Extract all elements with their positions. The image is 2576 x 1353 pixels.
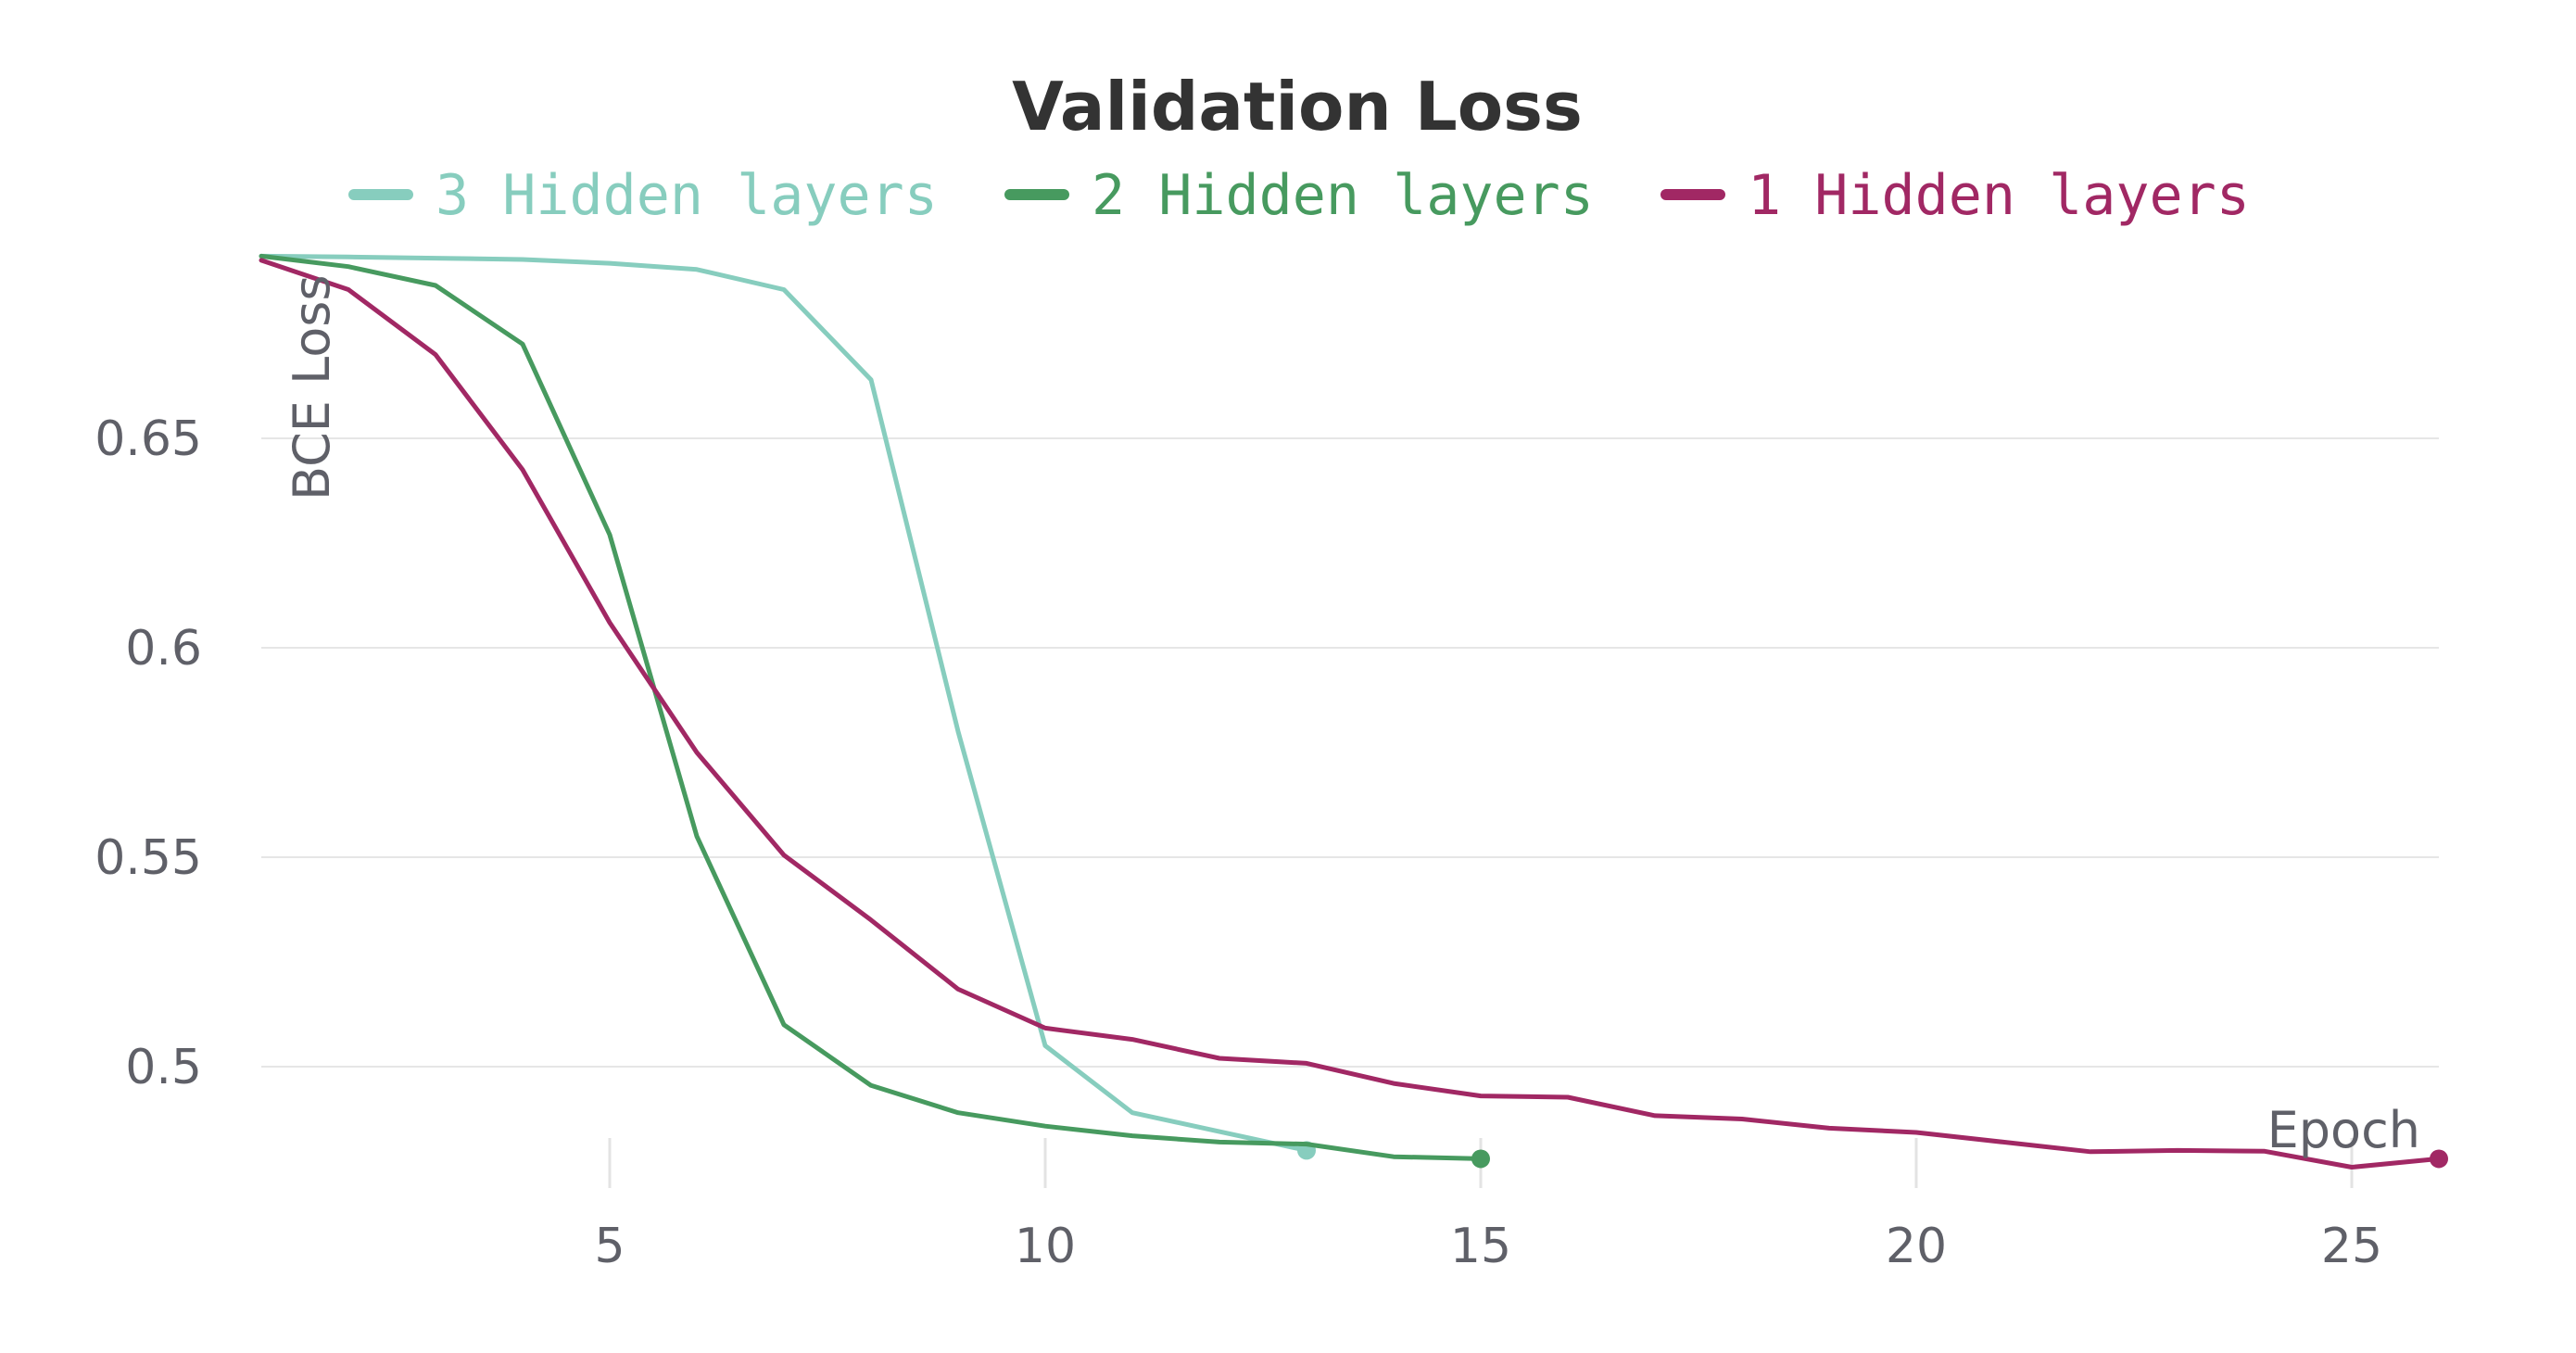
series-end-point-3: [2430, 1149, 2448, 1169]
y-tick-label: 0.6: [125, 621, 202, 676]
y-axis-ticks: 0.5 0.55 0.6 0.65: [95, 411, 202, 1095]
series-line-3: [259, 258, 2442, 1170]
x-axis-ticks: 5 10 15 20 25: [594, 1138, 2382, 1274]
x-tick-label: 5: [594, 1219, 625, 1274]
x-tick-label: 25: [2321, 1219, 2382, 1274]
legend-label-2: 2 Hidden layers: [1092, 163, 1594, 228]
gridlines: [261, 437, 2439, 1068]
legend: 3 Hidden layers 2 Hidden layers 1 Hidden l…: [348, 163, 2250, 228]
legend-label-1: 3 Hidden layers: [436, 163, 938, 228]
y-tick-label: 0.65: [95, 411, 202, 467]
series-lines: [259, 253, 2448, 1170]
y-tick-label: 0.5: [125, 1040, 202, 1095]
x-tick-label: 15: [1450, 1219, 1511, 1274]
y-tick-label: 0.55: [95, 830, 202, 886]
series-line-1: [259, 253, 1309, 1153]
series-line-2: [259, 253, 1484, 1161]
series-end-point-2: [1471, 1149, 1490, 1169]
x-axis-label: Epoch: [2267, 1101, 2420, 1159]
legend-label-3: 1 Hidden layers: [1748, 163, 2250, 228]
x-tick-label: 20: [1886, 1219, 1947, 1274]
chart-title: Validation Loss: [1012, 68, 1583, 145]
y-axis-label: BCE Loss: [283, 274, 341, 500]
x-tick-label: 10: [1015, 1219, 1076, 1274]
